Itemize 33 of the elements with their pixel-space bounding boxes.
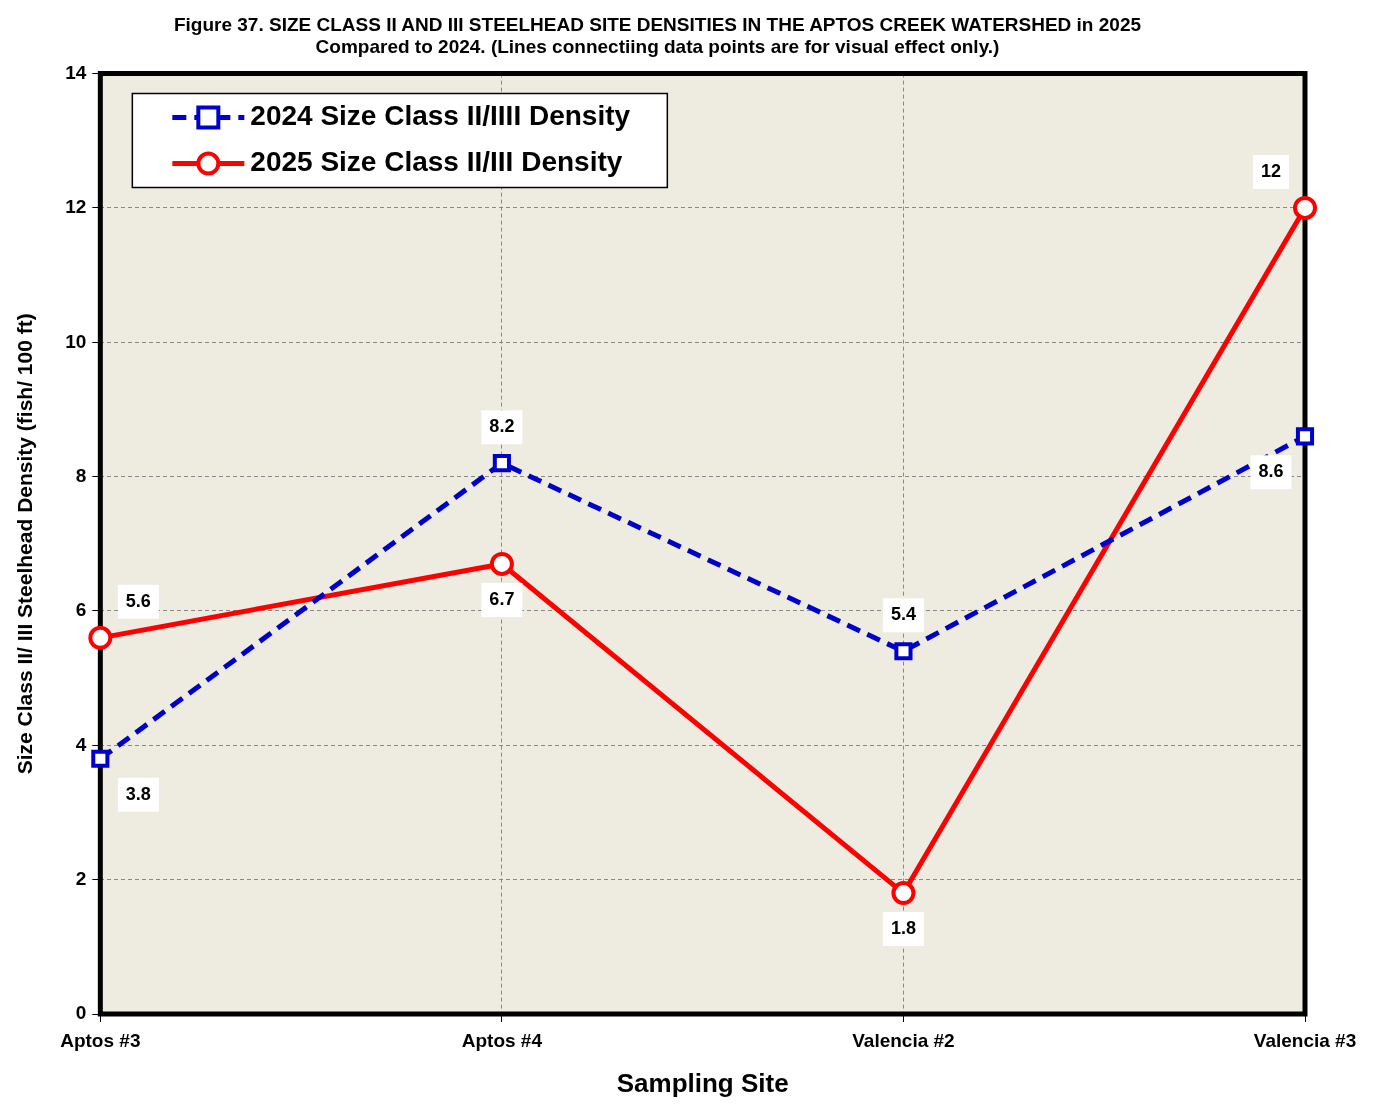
y-tick-label: 6 [75,599,87,621]
point [492,454,511,473]
y-tick-label: 14 [65,61,87,83]
y-tick-label: 2 [75,867,87,889]
chart-title: Figure 37. SIZE CLASS II AND III STEELHEAD SITE DENSITIES IN THE APTOS CREEK WATERSHED in 2025 Compared to 2024. (Lines connectiing data points are for visual effect only.) [173,13,1142,58]
point [88,625,113,650]
data-label: 5.6 [125,590,151,611]
data-label: 1.8 [890,918,916,939]
data-label: 8.2 [489,416,515,437]
point [91,749,110,768]
y-tick-label: 12 [65,196,87,218]
x-tick-label: Aptos #4 [461,1029,543,1051]
point [891,881,916,906]
x-tick-label: Aptos #3 [60,1029,141,1051]
point [489,551,514,576]
x-tick-label: Valencia #2 [852,1029,955,1051]
data-label: 5.4 [890,604,916,625]
point [1293,195,1317,220]
point [1295,427,1315,446]
y-tick-label: 4 [75,733,87,755]
data-label: 12 [1260,160,1282,181]
x-tick-label: Valencia #3 [1253,1029,1357,1051]
y-tick-label: 10 [65,330,87,352]
legend-label: 2025 Size Class II/III Density [250,146,623,178]
data-label: 6.7 [489,588,515,609]
y-tick-label: 0 [75,1002,87,1024]
point [894,642,913,661]
legend-label: 2024 Size Class II/IIII Density [250,100,631,132]
data-label: 3.8 [125,783,151,804]
data-label: 8.6 [1258,461,1284,482]
x-axis-title: Sampling Site [616,1067,789,1098]
y-tick-label: 8 [75,464,87,486]
y-axis-title: Size Class II/ III Steelhead Density (fish/ 100 ft) [13,313,37,775]
